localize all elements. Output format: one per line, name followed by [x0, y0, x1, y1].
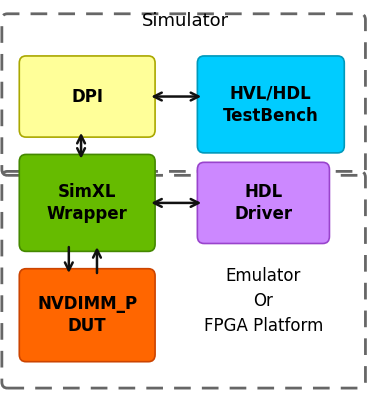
Text: Emulator
Or
FPGA Platform: Emulator Or FPGA Platform [204, 268, 323, 335]
Text: HVL/HDL
TestBench: HVL/HDL TestBench [223, 84, 319, 125]
FancyBboxPatch shape [19, 154, 155, 251]
FancyBboxPatch shape [197, 56, 344, 153]
Text: HDL
Driver: HDL Driver [234, 183, 292, 223]
Text: NVDIMM_P
DUT: NVDIMM_P DUT [37, 295, 137, 335]
FancyBboxPatch shape [19, 269, 155, 362]
FancyBboxPatch shape [197, 162, 329, 243]
Text: Simulator: Simulator [142, 12, 229, 30]
Text: SimXL
Wrapper: SimXL Wrapper [47, 183, 128, 223]
Text: DPI: DPI [71, 87, 103, 106]
FancyBboxPatch shape [19, 56, 155, 137]
